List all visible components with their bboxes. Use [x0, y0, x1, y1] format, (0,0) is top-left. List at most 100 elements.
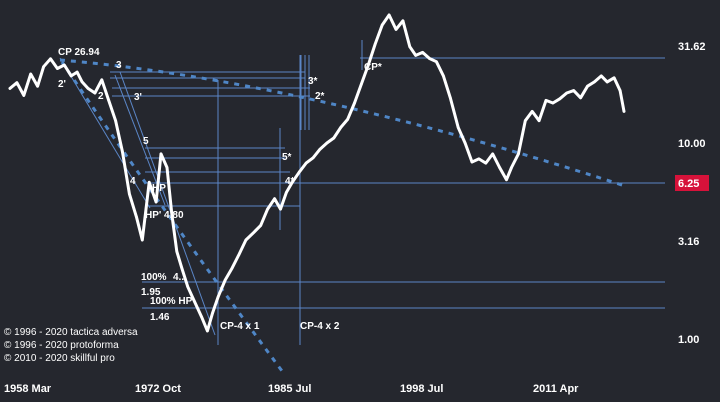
data-point [266, 207, 269, 211]
data-point [586, 84, 589, 88]
data-point [605, 80, 609, 84]
annotation-label: HP [152, 183, 166, 194]
data-point [477, 157, 481, 161]
data-point [100, 78, 104, 82]
data-point [56, 67, 59, 70]
x-tick-label: 2011 Apr [533, 383, 579, 395]
construction-line [59, 57, 151, 209]
data-point [193, 300, 196, 304]
data-point [29, 72, 32, 76]
data-point [135, 215, 138, 219]
data-point [304, 161, 308, 165]
data-point [408, 45, 412, 48]
data-point [49, 57, 52, 61]
x-tick-label: 1958 Mar [4, 383, 52, 395]
data-point [353, 101, 356, 105]
current-value-label: 6.25 [678, 178, 699, 190]
data-point [259, 224, 263, 227]
data-point [297, 170, 301, 174]
data-point [311, 156, 315, 160]
data-point [170, 213, 174, 217]
annotations: CP 26.94 2' 3 2 3' 5 5* 4 4* HP HP' 4.80 3* 2* CP* 100… [58, 47, 382, 332]
data-point [428, 57, 431, 60]
data-point [622, 110, 626, 113]
data-point [339, 126, 343, 129]
data-point [346, 118, 349, 121]
annotation-label: 2' [58, 79, 66, 90]
x-tick-label: 1972 Oct [135, 383, 181, 395]
long-term-trendline [59, 58, 626, 188]
falling-trendline [60, 61, 287, 376]
data-point [252, 231, 256, 234]
data-point [565, 91, 568, 95]
data-point [421, 51, 424, 54]
annotation-label: 2 [98, 91, 104, 102]
data-point [332, 136, 336, 140]
data-point [491, 152, 495, 156]
data-point [325, 141, 329, 145]
annotation-label: 3' [134, 92, 142, 103]
data-point [285, 191, 288, 194]
data-point [551, 101, 555, 105]
data-point [618, 89, 622, 92]
data-point [510, 166, 513, 169]
data-point [449, 96, 452, 100]
annotation-label: 100% [141, 272, 167, 283]
construction-line [119, 71, 216, 336]
data-point [69, 74, 73, 78]
annotation-label: 5 [143, 136, 149, 147]
annotation-label: CP-4 x 1 [220, 321, 260, 332]
data-point [36, 84, 39, 88]
annotation-label: 1.95 [141, 287, 161, 298]
copyright-line-3: © 2010 - 2020 skillful pro [4, 353, 115, 364]
data-point [558, 97, 562, 101]
y-tick-label: 3.16 [678, 236, 699, 248]
data-point [318, 147, 322, 151]
data-point [360, 82, 363, 86]
data-point [121, 150, 124, 154]
trend-lines [59, 58, 626, 376]
y-tick-label: 1.00 [678, 334, 699, 346]
data-point [456, 126, 460, 129]
data-point [414, 54, 418, 57]
copyright-block: © 1996 - 2020 tactica adversa © 1996 - 2… [4, 327, 138, 364]
data-point [175, 250, 179, 253]
data-point [93, 91, 97, 95]
data-point [387, 13, 391, 17]
data-point [217, 295, 220, 298]
data-point [223, 278, 227, 282]
price-series [8, 13, 626, 333]
data-point [8, 87, 12, 90]
data-point [579, 96, 582, 100]
data-point [206, 329, 209, 333]
data-point [435, 60, 438, 63]
data-point [80, 80, 84, 84]
data-point [211, 312, 214, 315]
annotation-label: HP' 4.80 [145, 210, 184, 221]
price-line [8, 13, 626, 333]
data-point [180, 266, 184, 270]
data-point [147, 181, 151, 184]
data-point [442, 74, 445, 78]
data-point [63, 63, 66, 67]
data-point [530, 110, 534, 113]
annotation-label: CP 26.94 [58, 47, 100, 58]
data-point [367, 63, 370, 67]
data-point [200, 315, 203, 319]
data-point [498, 166, 501, 169]
annotation-label: CP* [364, 62, 382, 73]
current-value-badge [675, 175, 709, 191]
data-point [612, 76, 616, 80]
data-point [373, 42, 377, 46]
axes: 1958 Mar 1972 Oct 1985 Jul 1998 Jul 2011 Apr… [4, 41, 709, 395]
annotation-label: 4... [173, 272, 187, 283]
annotation-label: 4 [130, 176, 136, 187]
data-point [380, 23, 384, 27]
y-tick-label: 10.00 [678, 138, 706, 150]
copyright-line-1: © 1996 - 2020 tactica adversa [4, 327, 138, 338]
data-point [537, 119, 541, 122]
data-point [230, 266, 234, 270]
data-point [107, 99, 110, 102]
annotation-label: 2* [315, 91, 325, 102]
annotation-label: 3 [116, 60, 122, 71]
